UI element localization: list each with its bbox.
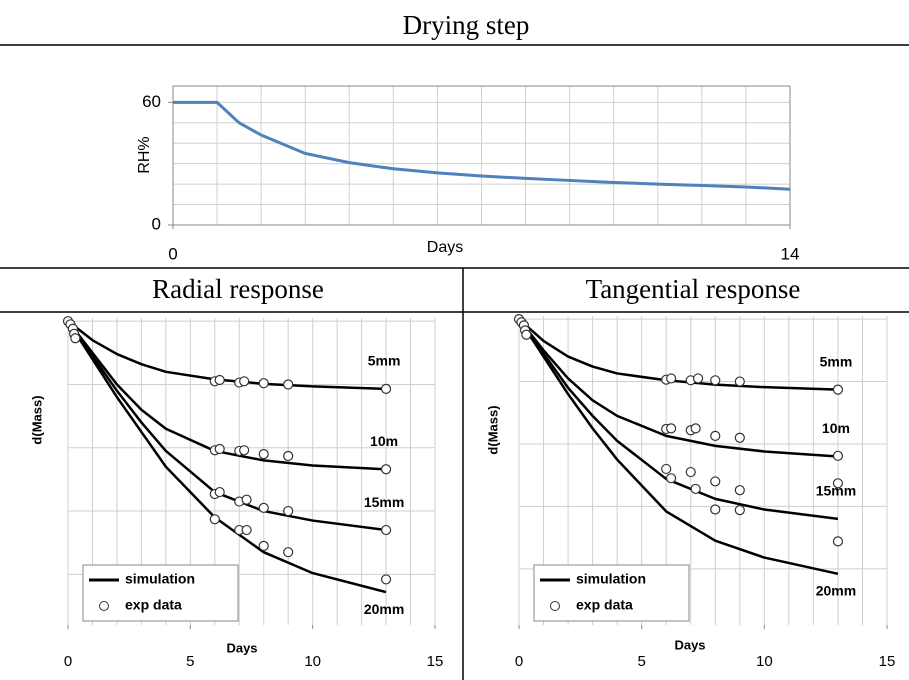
exp-point — [710, 504, 721, 515]
exp-point — [239, 445, 250, 456]
exp-point — [258, 540, 269, 551]
legend-swatch — [99, 601, 109, 611]
exp-point — [521, 329, 532, 340]
y-tick-label: 60 — [142, 92, 161, 111]
x-tick-label: 15 — [879, 653, 896, 670]
simulation-line — [66, 320, 387, 532]
curve-label: 15mm — [816, 483, 856, 499]
exp-point — [258, 378, 269, 389]
exp-point — [666, 373, 677, 384]
simulation-line — [67, 320, 387, 471]
legend-label: simulation — [125, 571, 195, 587]
exp-point — [380, 464, 392, 475]
x-axis-label: Days — [226, 640, 257, 655]
exp-point — [832, 450, 844, 461]
exp-point — [70, 333, 81, 344]
exp-point — [692, 373, 704, 384]
exp-point — [258, 448, 269, 460]
exp-point — [380, 383, 392, 394]
simulation-line — [66, 320, 387, 594]
exp-point — [214, 374, 225, 386]
curve-label: 10m — [370, 433, 398, 449]
exp-point — [734, 505, 745, 516]
legend-label: exp data — [125, 597, 182, 613]
x-axis-label: Days — [674, 637, 705, 652]
exp-point — [661, 463, 672, 475]
exp-point — [710, 430, 721, 441]
exp-point — [239, 376, 250, 387]
exp-point — [283, 379, 294, 390]
x-tick-label: 0 — [515, 653, 523, 670]
chart-title: Drying step — [403, 10, 530, 40]
legend-box — [82, 564, 239, 622]
x-tick-label: 10 — [756, 653, 773, 670]
exp-point — [241, 494, 252, 505]
exp-point — [666, 423, 677, 434]
exp-point — [734, 376, 745, 387]
curve-label: 10m — [822, 420, 850, 436]
x-tick-label: 15 — [427, 653, 444, 670]
x-tick-label: 0 — [168, 244, 177, 263]
y-tick-label: 0 — [152, 214, 161, 233]
exp-point — [283, 450, 294, 462]
exp-point — [690, 483, 701, 495]
legend-swatch — [550, 601, 560, 611]
exp-point — [734, 432, 745, 443]
simulation-line — [67, 320, 387, 391]
exp-point — [734, 485, 745, 496]
exp-point — [241, 524, 252, 536]
exp-point — [666, 473, 677, 484]
curve-label: 15mm — [364, 494, 404, 510]
simulation-line — [518, 318, 838, 391]
exp-point — [380, 574, 392, 585]
exp-point — [214, 443, 225, 455]
exp-point — [380, 524, 392, 536]
simulation-line — [517, 318, 839, 521]
exp-point — [832, 536, 844, 547]
chart-title: Radial response — [152, 274, 324, 304]
curve-label: 5mm — [820, 353, 853, 369]
x-tick-label: 0 — [64, 653, 72, 670]
exp-point — [258, 502, 269, 513]
legend-label: simulation — [576, 571, 646, 587]
exp-point — [710, 375, 721, 386]
curve-label: 20mm — [816, 583, 856, 599]
x-tick-label: 5 — [186, 653, 194, 670]
exp-point — [209, 514, 220, 525]
y-axis-label: d(Mass) — [29, 395, 44, 444]
simulation-line — [517, 318, 839, 576]
data-line — [173, 100, 791, 191]
exp-point — [710, 476, 721, 487]
y-axis-label: RH% — [136, 136, 153, 173]
x-tick-label: 5 — [637, 653, 645, 670]
x-axis-label: Days — [427, 239, 463, 256]
exp-point — [214, 486, 225, 498]
curve-label: 5mm — [368, 353, 401, 369]
exp-point — [832, 478, 844, 489]
exp-point — [832, 384, 844, 395]
exp-point — [283, 547, 294, 558]
y-axis-label: d(Mass) — [485, 405, 500, 454]
x-tick-label: 14 — [781, 244, 800, 263]
simulation-line — [518, 318, 839, 458]
exp-point — [690, 423, 701, 434]
exp-point — [685, 466, 696, 478]
legend-box — [533, 564, 690, 622]
legend-label: exp data — [576, 597, 633, 613]
exp-point — [283, 505, 294, 517]
x-tick-label: 10 — [304, 653, 321, 670]
plot-frame — [172, 85, 791, 226]
chart-title: Tangential response — [586, 274, 801, 304]
curve-label: 20mm — [364, 601, 404, 617]
